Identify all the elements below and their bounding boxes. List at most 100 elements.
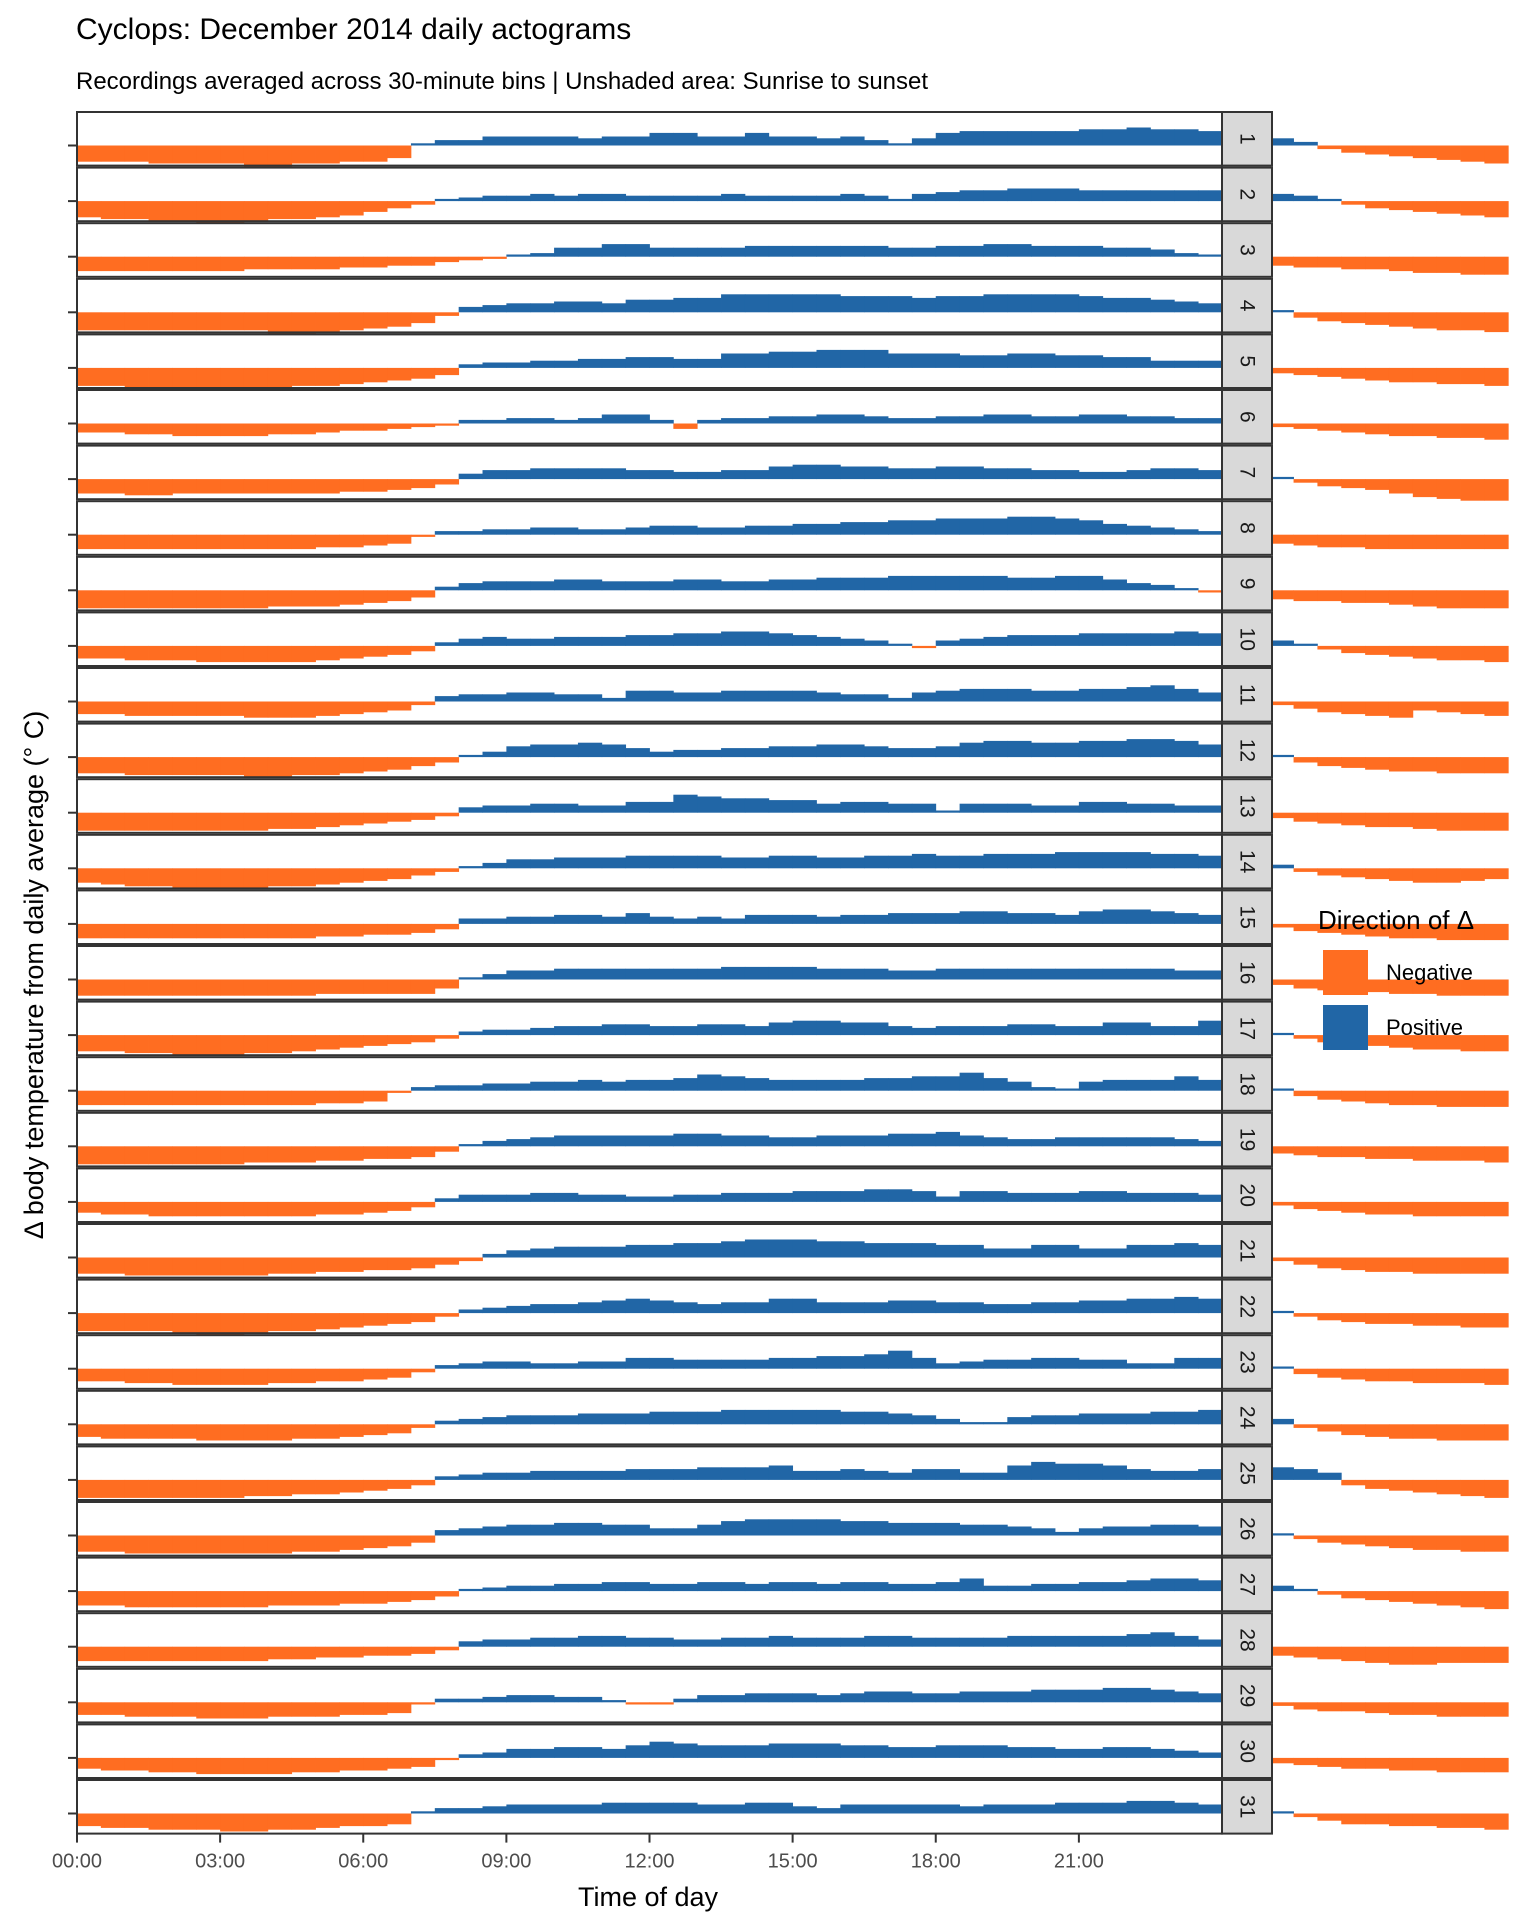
positive-bar [458, 694, 483, 702]
negative-bar [410, 367, 436, 379]
positive-bar [1055, 1635, 1080, 1647]
negative-bar [77, 1757, 102, 1769]
negative-bar [196, 701, 221, 716]
positive-bar [625, 1802, 650, 1814]
positive-bar [935, 1244, 960, 1258]
day-strip [1221, 611, 1273, 668]
positive-bar [649, 1196, 674, 1202]
negative-bar [243, 1535, 269, 1554]
negative-bar [291, 757, 316, 776]
positive-bar [911, 1133, 937, 1147]
positive-bar [697, 1243, 722, 1258]
day-panel-17: 17 [68, 1000, 1509, 1057]
positive-bar [458, 1309, 483, 1314]
positive-bar [697, 1804, 722, 1814]
positive-bar [1102, 1802, 1127, 1814]
negative-bar [243, 1090, 269, 1106]
negative-bar [410, 979, 436, 994]
negative-bar [339, 256, 364, 268]
negative-bar [339, 1479, 364, 1493]
positive-bar [959, 1072, 984, 1091]
negative-bar [291, 1146, 316, 1163]
negative-bar [1293, 1702, 1318, 1710]
negative-bar [100, 1146, 126, 1165]
positive-bar [935, 353, 960, 368]
negative-bar [434, 479, 460, 485]
positive-bar [792, 351, 817, 368]
positive-bar [1078, 1191, 1104, 1202]
positive-bar [721, 1135, 746, 1147]
negative-bar [1365, 423, 1390, 435]
positive-bar [768, 525, 794, 535]
positive-bar [482, 805, 507, 813]
positive-bar [530, 1637, 555, 1647]
negative-bar [1460, 367, 1485, 385]
negative-bar [172, 1757, 197, 1773]
positive-bar [864, 1189, 889, 1202]
negative-bar [243, 1646, 269, 1662]
negative-bar [220, 1535, 245, 1554]
positive-bar [458, 1528, 483, 1536]
negative-bar [291, 312, 316, 334]
positive-bar [864, 1354, 889, 1369]
negative-bar [196, 1591, 221, 1608]
negative-bar [315, 1201, 340, 1215]
negative-bar [1388, 868, 1414, 881]
y-axis-label: Δ body temperature from daily average (°… [19, 711, 49, 1240]
positive-bar [792, 1079, 817, 1091]
positive-bar [744, 245, 770, 257]
positive-bar [840, 1745, 865, 1758]
negative-bar [243, 1313, 269, 1333]
positive-bar [649, 1528, 674, 1536]
positive-bar [1078, 911, 1104, 924]
positive-bar [1150, 1363, 1175, 1369]
negative-bar [172, 1591, 197, 1608]
positive-bar [1102, 1687, 1127, 1703]
negative-bar [1412, 312, 1438, 329]
positive-bar [1078, 1300, 1104, 1314]
positive-bar [649, 1469, 674, 1480]
negative-bar [339, 423, 364, 431]
positive-bar [792, 1637, 817, 1647]
negative-bar [267, 1313, 293, 1332]
legend-label-negative: Negative [1386, 960, 1473, 985]
negative-bar [1412, 256, 1438, 273]
negative-bar [1317, 1757, 1342, 1767]
positive-bar [959, 1302, 984, 1314]
x-tick-label: 00:00 [52, 1851, 102, 1873]
negative-bar [148, 145, 173, 164]
negative-bar [1460, 1424, 1485, 1441]
positive-bar [506, 692, 531, 702]
negative-bar [148, 1257, 173, 1276]
positive-bar [816, 1637, 841, 1647]
positive-bar [744, 914, 770, 924]
positive-bar [1055, 1357, 1080, 1369]
positive-bar [1150, 1079, 1175, 1091]
positive-bar [792, 195, 817, 202]
positive-bar [816, 916, 841, 924]
positive-bar [816, 1079, 841, 1091]
positive-bar [983, 1637, 1008, 1647]
positive-bar [506, 303, 531, 313]
negative-bar [434, 367, 460, 376]
positive-bar [1317, 198, 1342, 202]
negative-bar [77, 645, 102, 659]
negative-bar [1341, 1813, 1366, 1825]
positive-bar [1031, 1689, 1056, 1703]
positive-bar [1174, 1524, 1199, 1536]
negative-bar [1436, 1257, 1461, 1274]
negative-bar [148, 1757, 173, 1773]
negative-bar [172, 1090, 197, 1106]
negative-bar [1436, 1813, 1461, 1828]
negative-bar [291, 1035, 316, 1052]
negative-bar [1412, 1368, 1438, 1384]
positive-bar [1198, 470, 1223, 480]
negative-bar [148, 201, 173, 221]
positive-bar [864, 1582, 889, 1592]
negative-bar [410, 812, 436, 820]
negative-bar [1388, 757, 1414, 772]
positive-bar [625, 913, 650, 924]
negative-bar [1412, 534, 1438, 550]
positive-bar [601, 1024, 627, 1036]
positive-bar [840, 1693, 865, 1703]
